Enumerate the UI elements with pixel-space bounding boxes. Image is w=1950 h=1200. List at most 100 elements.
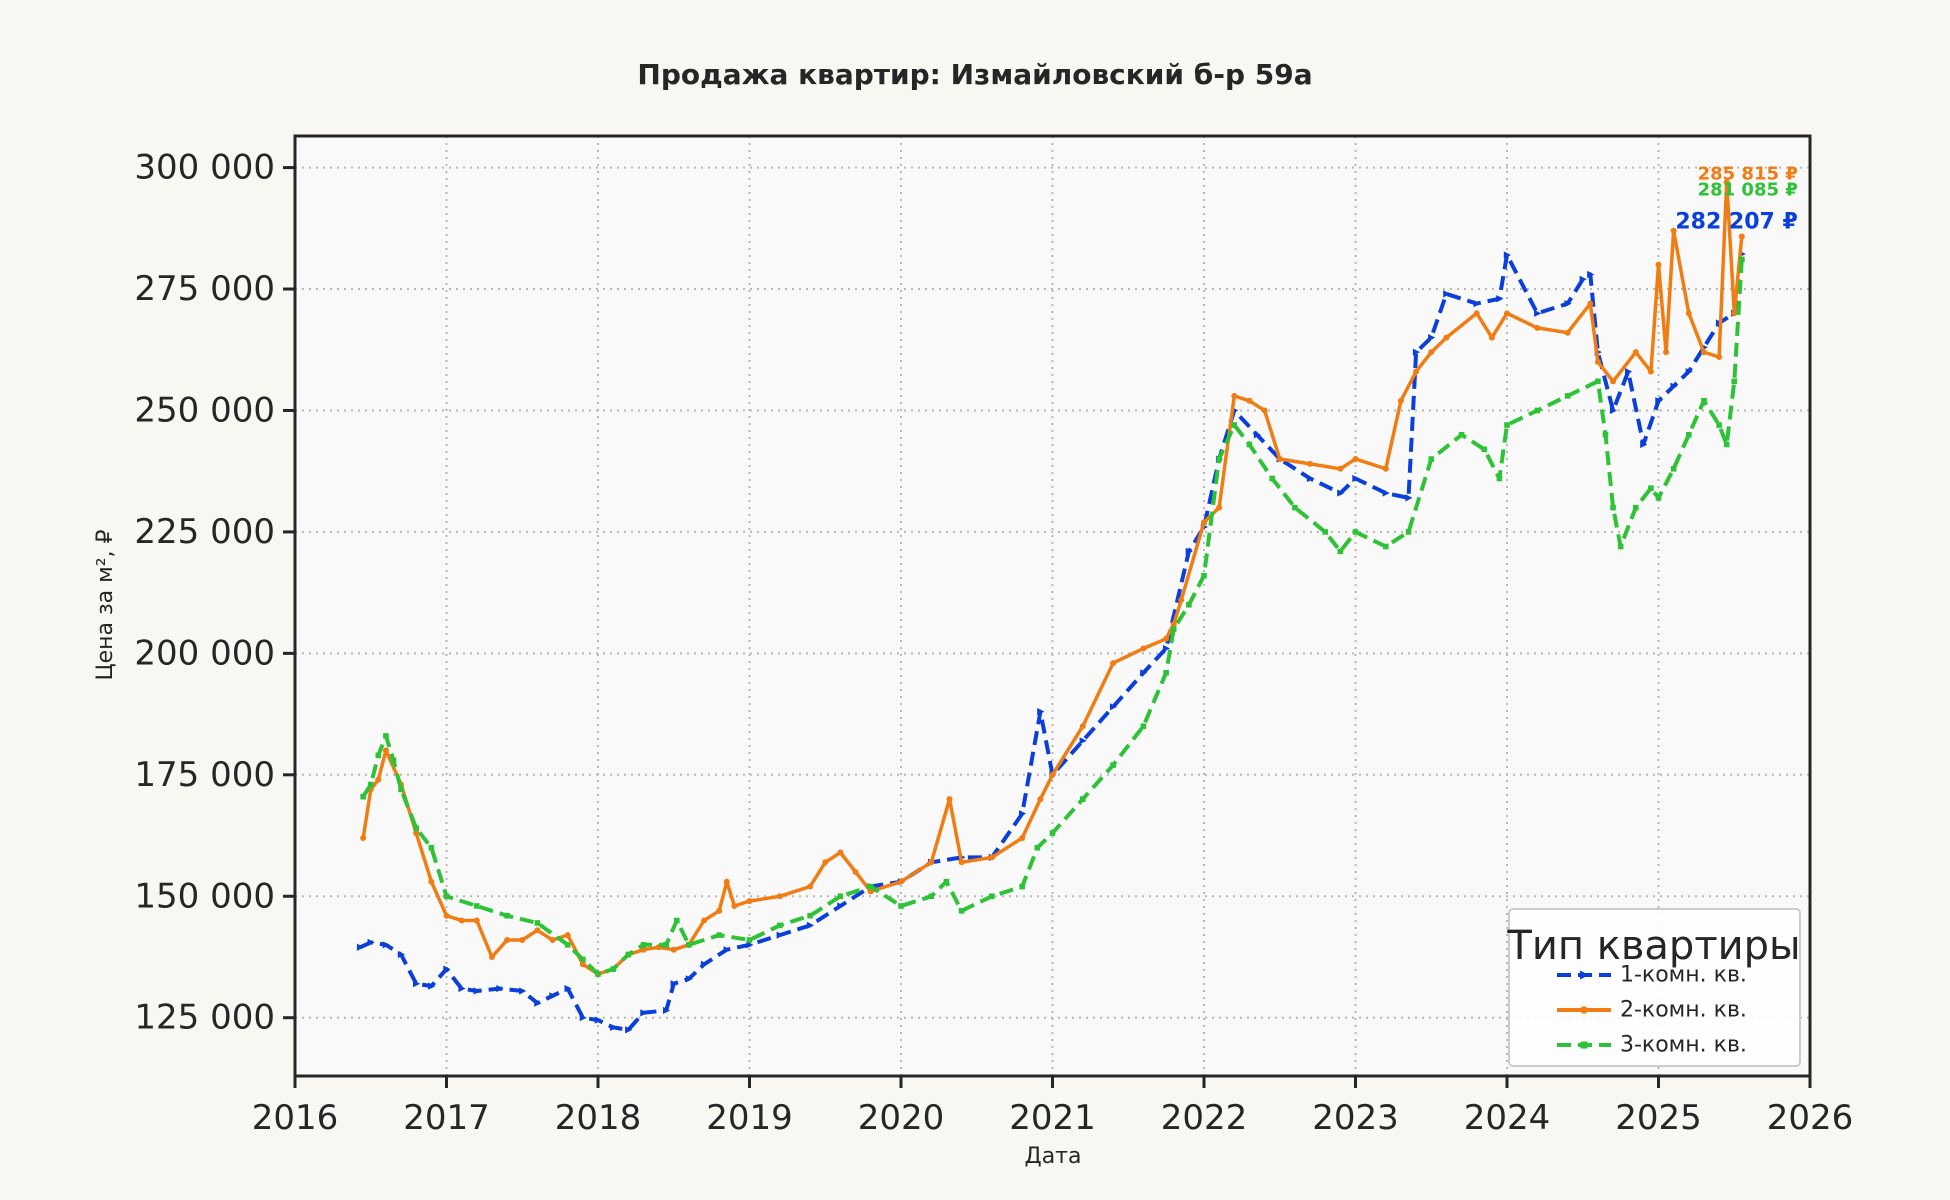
end-value-label: 282 207 ₽ <box>1675 210 1797 235</box>
data-point <box>867 888 874 895</box>
data-point <box>473 987 481 995</box>
data-point <box>428 844 435 851</box>
data-point <box>731 902 738 909</box>
data-point <box>640 942 647 948</box>
data-point <box>1412 348 1421 356</box>
x-tick-label: 2017 <box>403 1098 490 1138</box>
data-point <box>1625 368 1633 376</box>
data-point <box>1503 251 1511 259</box>
data-point <box>595 971 601 977</box>
data-point <box>534 920 541 926</box>
data-point <box>1201 519 1207 526</box>
data-point <box>1140 645 1147 652</box>
data-point <box>534 999 542 1007</box>
data-point <box>670 946 677 953</box>
legend-label: 3-комн. кв. <box>1620 1033 1747 1058</box>
legend: Тип квартиры 1-комн. кв. 2-комн. кв. 3-ком… <box>1506 908 1801 1067</box>
data-point <box>1640 440 1648 449</box>
data-point <box>1481 446 1488 453</box>
data-point <box>700 960 709 968</box>
data-point <box>1534 309 1542 317</box>
data-point <box>1163 635 1170 642</box>
data-point <box>1686 431 1692 438</box>
data-point <box>1648 485 1654 491</box>
data-point <box>1670 227 1677 234</box>
x-tick-label: 2019 <box>706 1098 793 1138</box>
data-point <box>580 956 586 963</box>
data-point <box>1079 737 1087 745</box>
data-point <box>579 961 586 968</box>
data-point <box>1738 233 1745 240</box>
data-point <box>1269 475 1275 482</box>
data-point <box>943 878 950 885</box>
x-axis-label: Дата <box>1025 1144 1082 1169</box>
data-point <box>413 980 421 988</box>
data-point <box>701 917 708 924</box>
data-point <box>1700 349 1707 356</box>
legend-box <box>1508 908 1801 1067</box>
data-point <box>1253 431 1262 439</box>
data-point <box>1246 441 1253 448</box>
data-point <box>1473 310 1480 317</box>
y-tick-label: 125 000 <box>134 998 275 1038</box>
data-point <box>1580 1006 1588 1014</box>
data-point <box>1594 358 1601 365</box>
data-point <box>579 1014 587 1022</box>
data-point <box>1685 368 1693 376</box>
data-point <box>428 878 435 885</box>
y-tick-label: 275 000 <box>134 269 275 309</box>
data-point <box>390 757 397 764</box>
data-point <box>1580 970 1589 980</box>
x-tick-label: 2018 <box>555 1098 642 1138</box>
data-point <box>1037 796 1044 803</box>
data-point <box>1186 601 1192 608</box>
data-point <box>519 987 527 995</box>
data-point <box>1049 771 1056 778</box>
data-point <box>1488 334 1495 341</box>
y-tick-label: 250 000 <box>134 390 275 430</box>
y-tick-label: 200 000 <box>134 633 275 673</box>
data-point <box>504 912 510 919</box>
data-point <box>1109 703 1118 711</box>
data-point <box>1663 349 1670 356</box>
data-point <box>1504 310 1510 317</box>
data-point <box>1716 422 1722 428</box>
data-point <box>625 1026 633 1034</box>
data-point <box>534 927 541 934</box>
data-point <box>382 747 389 754</box>
data-point <box>837 893 844 900</box>
data-point <box>360 793 366 800</box>
data-point <box>1019 883 1025 890</box>
data-point <box>443 893 450 900</box>
legend-label: 1-комн. кв. <box>1620 963 1747 988</box>
data-point <box>988 854 995 861</box>
y-tick-label: 300 000 <box>134 148 275 188</box>
data-point <box>1019 834 1026 841</box>
data-point <box>1504 422 1510 428</box>
data-point <box>898 903 904 909</box>
legend-items: 1-комн. кв. 2-комн. кв. 3-комн. кв. <box>1557 963 1747 1058</box>
data-point <box>1443 334 1450 341</box>
data-point <box>1731 378 1738 385</box>
data-point <box>356 943 365 951</box>
data-point <box>1716 354 1723 361</box>
data-point <box>1595 378 1601 385</box>
data-point <box>1413 368 1420 375</box>
data-point <box>1610 504 1616 511</box>
data-point <box>1276 456 1283 463</box>
data-point <box>1632 349 1639 356</box>
data-point <box>458 984 466 993</box>
data-point <box>670 980 678 988</box>
data-point <box>1685 310 1692 317</box>
data-point <box>1647 368 1654 375</box>
end-value-label: 285 815 ₽ <box>1698 164 1798 185</box>
data-point <box>1655 495 1662 501</box>
data-point <box>1216 504 1223 511</box>
data-point <box>1037 708 1045 716</box>
data-point <box>1602 431 1609 438</box>
data-point <box>564 984 572 993</box>
data-point <box>989 893 995 900</box>
data-point <box>1352 474 1360 483</box>
data-point <box>776 893 783 900</box>
data-point <box>1201 572 1207 579</box>
